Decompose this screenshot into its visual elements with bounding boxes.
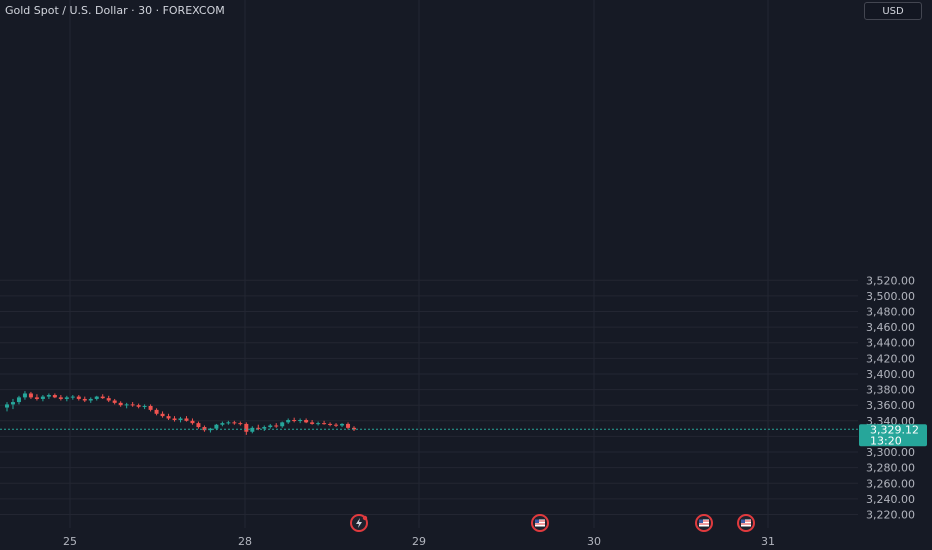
candle-body — [46, 395, 51, 397]
candle-body — [208, 428, 213, 431]
candle-body — [28, 393, 33, 398]
price-tick: 3,280.00 — [866, 462, 915, 475]
date-tick: 25 — [63, 535, 77, 548]
candle-body — [226, 422, 231, 424]
candle-body — [304, 420, 309, 423]
candle-body — [112, 400, 117, 403]
price-tick: 3,400.00 — [866, 368, 915, 381]
us-flag-icon[interactable] — [531, 514, 549, 532]
date-tick: 29 — [412, 535, 426, 548]
candle-body — [106, 398, 111, 401]
price-tick: 3,500.00 — [866, 290, 915, 303]
candle-body — [292, 420, 297, 422]
price-tick: 3,260.00 — [866, 477, 915, 490]
date-tick: 31 — [761, 535, 775, 548]
candle-body — [220, 423, 225, 425]
last-price-badge: 3,329.12 13:20 — [859, 423, 927, 447]
candle-body — [34, 397, 39, 399]
candle-body — [64, 397, 69, 399]
candle-body — [40, 396, 45, 399]
candle-body — [184, 418, 189, 421]
last-price-badge-bg — [859, 424, 927, 447]
candle-body — [5, 404, 9, 408]
candle-body — [232, 422, 237, 424]
candle-body — [160, 413, 165, 417]
candle-body — [124, 404, 129, 406]
candle-body — [10, 402, 15, 405]
candle-body — [274, 425, 279, 427]
candle-body — [340, 423, 345, 426]
candle-body — [16, 397, 21, 403]
candle-body — [262, 427, 267, 429]
price-tick: 3,480.00 — [866, 305, 915, 318]
candle-body — [130, 404, 135, 406]
event-markers[interactable] — [350, 514, 755, 532]
us-flag-icon[interactable] — [695, 514, 713, 532]
price-tick: 3,300.00 — [866, 446, 915, 459]
candle-body — [70, 396, 75, 398]
candlesticks — [5, 391, 356, 435]
currency-button[interactable]: USD — [864, 2, 922, 20]
price-axis: 3,220.00 3,240.00 3,260.00 3,280.00 3,300.00… — [866, 274, 915, 521]
candle-body — [172, 418, 177, 421]
candle-body — [148, 405, 153, 410]
candle-body — [310, 422, 315, 424]
price-tick: 3,420.00 — [866, 352, 915, 365]
candle-body — [76, 396, 81, 399]
candle-body — [244, 423, 249, 432]
candle-body — [316, 423, 321, 425]
candle-body — [214, 424, 219, 429]
candle-body — [238, 423, 243, 425]
price-tick: 3,360.00 — [866, 399, 915, 412]
candle-body — [202, 427, 207, 431]
us-flag-icon[interactable] — [737, 514, 755, 532]
candle-body — [178, 418, 183, 421]
price-tick: 3,520.00 — [866, 274, 915, 287]
last-price-label: 3,329.12 — [870, 423, 919, 436]
candle-body — [346, 423, 351, 428]
countdown-label: 13:20 — [870, 434, 902, 447]
candle-body — [322, 423, 327, 425]
candle-body — [22, 393, 27, 398]
date-tick: 28 — [238, 535, 252, 548]
candle-body — [280, 422, 285, 427]
price-tick: 3,460.00 — [866, 321, 915, 334]
candle-body — [154, 409, 159, 414]
candle-body — [58, 397, 63, 399]
candle-body — [328, 423, 333, 425]
candle-body — [142, 405, 147, 407]
candle-body — [352, 427, 356, 430]
candle-body — [118, 402, 123, 406]
candle-body — [256, 427, 261, 429]
date-tick: 30 — [587, 535, 601, 548]
chart-title: Gold Spot / U.S. Dollar · 30 · FOREXCOM — [5, 4, 225, 17]
time-axis: 25 28 29 30 31 — [63, 535, 775, 548]
grid-lines — [0, 0, 858, 528]
candle-body — [136, 405, 141, 407]
candle-body — [286, 420, 291, 423]
candle-body — [190, 420, 195, 424]
price-tick: 3,440.00 — [866, 337, 915, 350]
price-tick: 3,380.00 — [866, 384, 915, 397]
price-tick: 3,240.00 — [866, 493, 915, 506]
lightning-icon[interactable] — [350, 514, 368, 532]
candle-body — [82, 398, 87, 401]
candle-body — [298, 420, 303, 422]
candle-body — [268, 425, 273, 428]
candle-body — [334, 424, 339, 426]
candle-body — [196, 423, 201, 428]
candle-body — [166, 416, 171, 419]
candle-body — [52, 395, 57, 398]
candle-body — [88, 398, 93, 401]
candle-body — [94, 396, 99, 399]
price-tick: 3,220.00 — [866, 509, 915, 522]
candle-body — [100, 396, 105, 399]
